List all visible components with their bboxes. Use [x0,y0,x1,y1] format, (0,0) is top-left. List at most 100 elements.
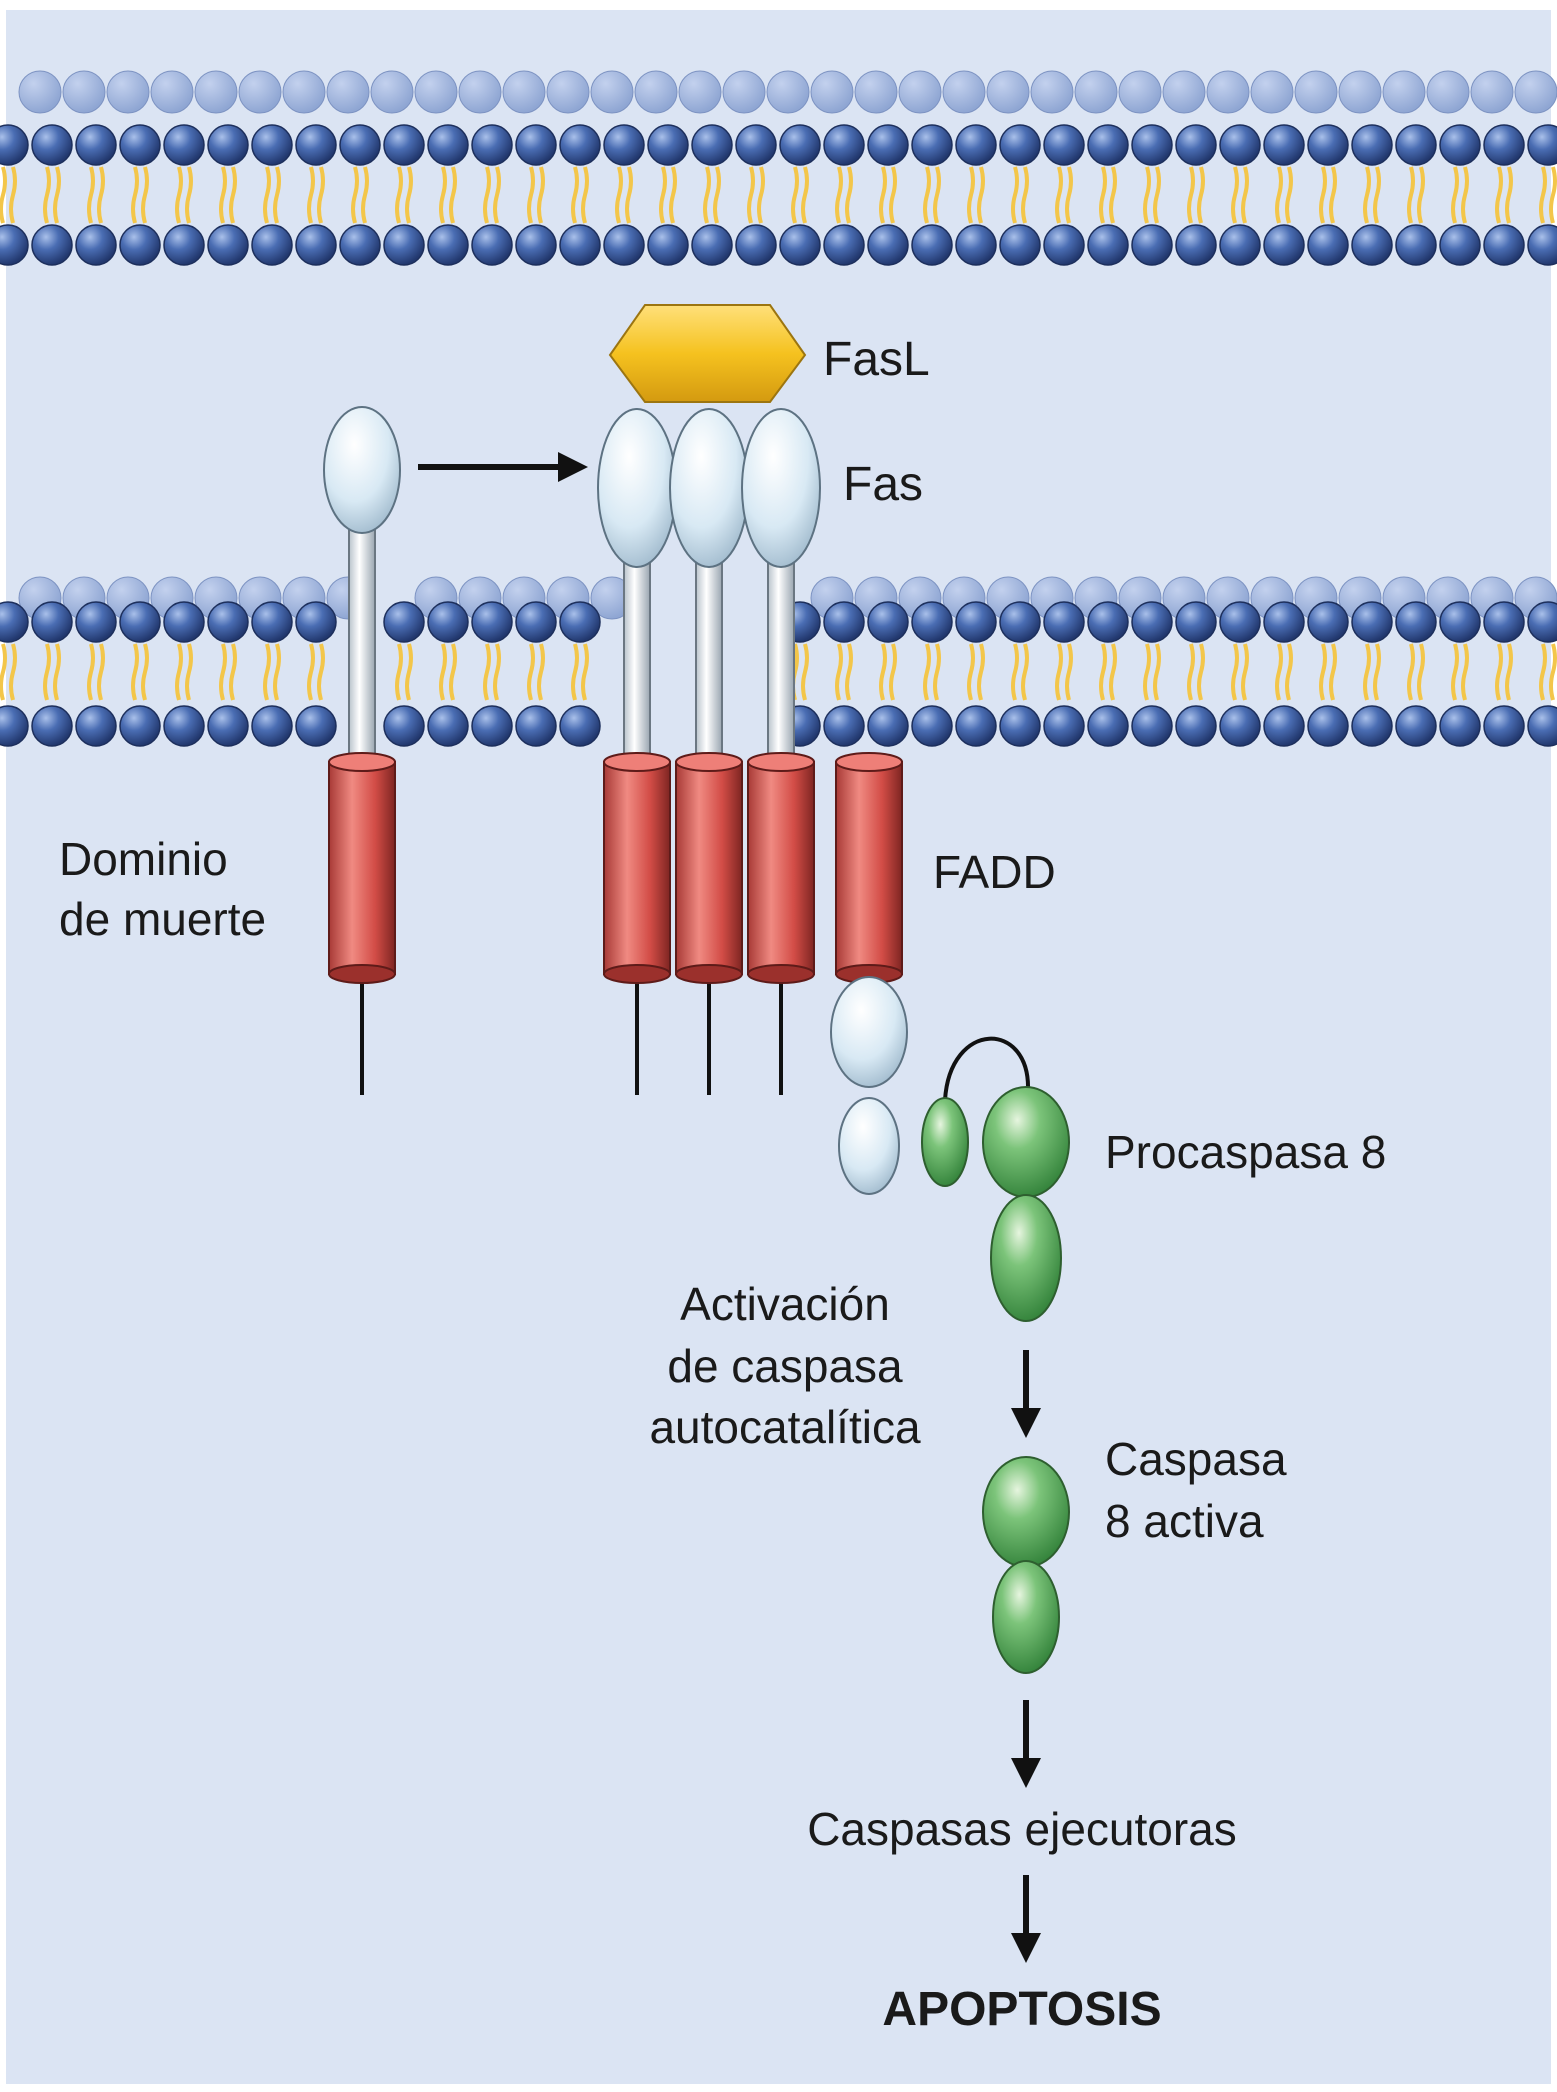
lipid-head [955,224,997,266]
lipid-head [1527,224,1557,266]
lipid-tail [405,166,413,224]
lipid-head-back [502,70,546,114]
lipid-head [383,124,425,166]
death-domain-cylinder-body [328,761,396,975]
lipid-tail [845,166,853,224]
lipid-head [1483,224,1525,266]
lipid-head [1087,601,1129,643]
lipid-head [251,705,293,747]
lipid-tail [747,166,755,224]
lipid-tail [131,166,139,224]
lipid-tail [571,166,579,224]
lipid-tail [87,166,95,224]
lipid-head [911,124,953,166]
lipid-tail [1319,166,1327,224]
death-domain-cylinder-bottom [603,964,671,984]
lipid-head-back [722,70,766,114]
lipid-head [1131,601,1173,643]
lipid-head [1527,601,1557,643]
lipid-head [339,124,381,166]
lipid-head [0,224,29,266]
lipid-head [471,124,513,166]
executioner-caspases-label: Caspasas ejecutoras [807,1803,1237,1855]
lipid-head [427,601,469,643]
lipid-tail [1329,166,1337,224]
lipid-head [515,705,557,747]
lipid-head-back [1382,70,1426,114]
lipid-head [1087,705,1129,747]
lipid-head [735,224,777,266]
lipid-head-back [1118,70,1162,114]
lipid-tail [889,166,897,224]
death-domain-cylinder-top [747,752,815,772]
lipid-tail [317,166,325,224]
lipid-head-back [942,70,986,114]
lipid-head [1219,601,1261,643]
lipid-head [1043,224,1085,266]
lipid-tail [141,166,149,224]
lipid-tail [659,166,667,224]
lipid-tail [43,643,51,701]
lipid-head [0,601,29,643]
lipid-tail [1021,166,1029,224]
lipid-head [295,124,337,166]
lipid-tail [0,166,7,224]
lipid-head [1219,124,1261,166]
lipid-head [427,705,469,747]
active-caspase8-small-subunit [992,1560,1060,1674]
autocatalytic-label-line1: Activación [680,1278,890,1330]
lipid-head [823,124,865,166]
lipid-tail [1011,166,1019,224]
lipid-tail [263,643,271,701]
lipid-head [779,224,821,266]
lipid-tail [1143,643,1151,701]
lipid-head [911,224,953,266]
lipid-head [1263,705,1305,747]
active-caspase8-large-subunit [982,1456,1070,1568]
lipid-head [75,705,117,747]
lipid-tail [1461,166,1469,224]
lipid-head [295,601,337,643]
lipid-head [251,224,293,266]
lipid-head [207,124,249,166]
lipid-tail [449,643,457,701]
lipid-head-back [370,70,414,114]
lipid-tail [1539,643,1547,701]
lipid-tail [977,166,985,224]
lipid-head [1219,224,1261,266]
lipid-head [735,124,777,166]
lipid-tail [1099,166,1107,224]
lipid-tail [229,166,237,224]
lipid-tail [1451,643,1459,701]
lipid-tail [307,166,315,224]
lipid-tail [185,166,193,224]
lipid-tail [483,166,491,224]
lipid-tail [53,643,61,701]
lipid-tail [1329,643,1337,701]
lipid-tail [713,166,721,224]
lipid-tail [757,166,765,224]
lipid-head [999,224,1041,266]
lipid-head-back [1514,70,1557,114]
lipid-head [647,124,689,166]
receptor-transmembrane-stem [623,529,651,763]
lipid-head [119,601,161,643]
lipid-head [867,601,909,643]
lipid-head-back [1250,70,1294,114]
lipid-head-back [678,70,722,114]
lipid-tail [1197,643,1205,701]
fas-receptors [323,406,821,568]
lipid-tail [537,166,545,224]
lipid-tail [395,643,403,701]
lipid-tail [1109,643,1117,701]
lipid-tail [97,166,105,224]
lipid-tail [9,643,17,701]
lipid-tail [1109,166,1117,224]
lipid-head-back [590,70,634,114]
lipid-tail [175,166,183,224]
lipid-head [75,124,117,166]
lipid-tail [1231,166,1239,224]
lipid-tail [131,643,139,701]
lipid-tail [361,166,369,224]
lipid-tail [1505,643,1513,701]
